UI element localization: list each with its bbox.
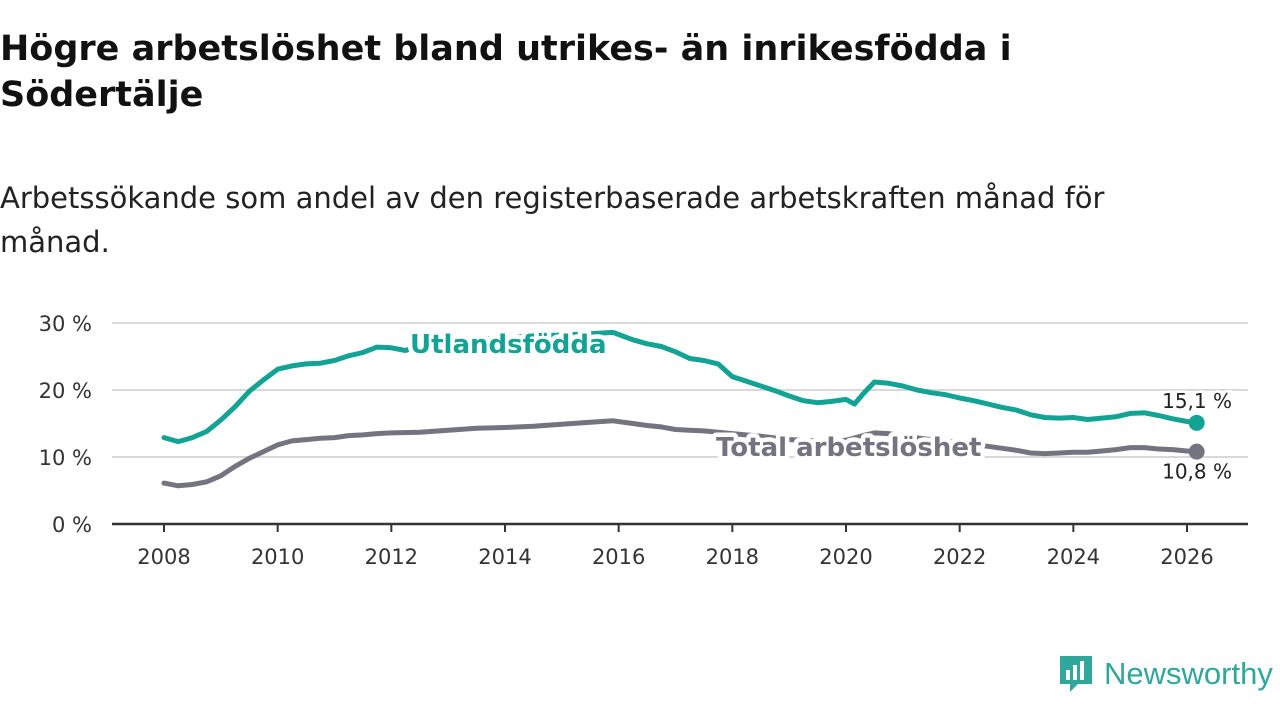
- x-tick-label-2012: 2012: [365, 545, 418, 569]
- x-tick-label-2020: 2020: [819, 545, 872, 569]
- y-tick-label-0: 0 %: [52, 513, 92, 537]
- end-label-total: 10,8 %: [1162, 460, 1232, 484]
- x-tick-label-2008: 2008: [137, 545, 190, 569]
- x-tick-label-2018: 2018: [706, 545, 759, 569]
- series-line-total: [161, 418, 1200, 489]
- newsworthy-logo-icon: [1060, 656, 1092, 692]
- series-label-utlandsfodda: Utlandsfödda: [410, 330, 607, 360]
- chart-title: Högre arbetslöshet bland utrikes- än inr…: [0, 29, 1012, 115]
- x-tick-label-2026: 2026: [1160, 545, 1213, 569]
- chart-subtitle: Arbetssökande som andel av den registerb…: [0, 181, 1105, 259]
- brand-name: Newsworthy: [1104, 656, 1273, 691]
- end-point-utlandsfodda: [1188, 414, 1205, 431]
- series-label-total: Total arbetslöshet: [716, 433, 981, 463]
- x-tick-label-2022: 2022: [933, 545, 986, 569]
- x-tick-label-2014: 2014: [478, 545, 531, 569]
- x-tick-label-2024: 2024: [1047, 545, 1100, 569]
- end-label-utlandsfodda: 15,1 %: [1162, 389, 1232, 413]
- x-tick-label-2016: 2016: [592, 545, 645, 569]
- y-tick-label-30: 30 %: [39, 312, 92, 336]
- y-tick-label-20: 20 %: [39, 379, 92, 403]
- x-tick-label-2010: 2010: [251, 545, 304, 569]
- end-point-total: [1188, 443, 1205, 460]
- brand: Newsworthy: [1058, 652, 1273, 696]
- series-line-utlandsfodda: [161, 329, 1200, 445]
- y-tick-label-10: 10 %: [39, 446, 92, 470]
